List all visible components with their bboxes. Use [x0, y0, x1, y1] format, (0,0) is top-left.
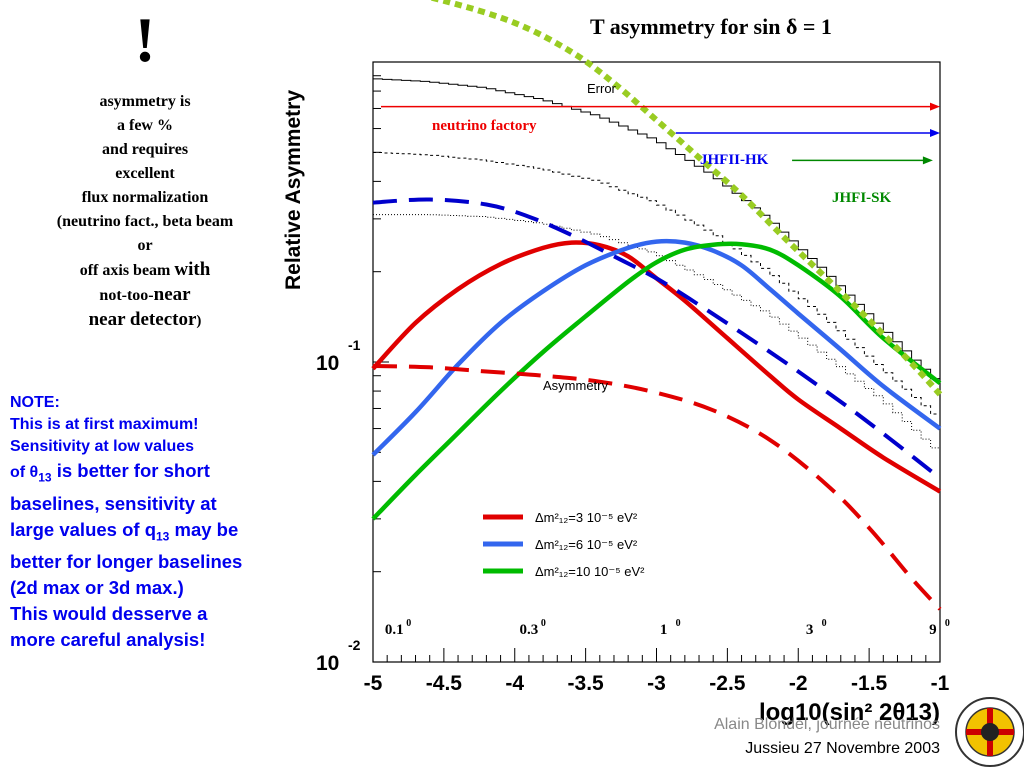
note-line-neardet: near detector)	[30, 308, 260, 333]
note-short: is better for short	[51, 460, 210, 481]
range-label-jhfi-sk: JHFI-SK	[832, 190, 892, 206]
note-line: asymmetry is	[99, 93, 191, 110]
x-tick-label: -4.5	[426, 672, 463, 695]
note-box-line: baselines, sensitivity at	[10, 492, 217, 514]
histogram-error-upper	[373, 78, 940, 380]
note-l3a: large values of q	[10, 518, 156, 540]
note-l3b: may be	[169, 518, 239, 540]
series-line-4	[372, 364, 942, 611]
x-tick-label: -2	[789, 672, 808, 695]
y-tick-label-base: 10	[316, 352, 339, 375]
series-line-2	[371, 241, 942, 521]
angle-label: 3	[806, 622, 814, 638]
angle-label-sup: 0	[406, 618, 411, 629]
note-line-near: not-too-near	[30, 283, 260, 308]
histogram-error-dotted	[373, 214, 940, 449]
note-line: a few %	[117, 117, 173, 134]
note-box-q-line: large values of q13 may be	[10, 517, 310, 550]
note-box-theta-line: of θ13 is better for short	[10, 458, 310, 491]
footer-author: Alain Blondel, journée neutrinos	[714, 716, 940, 733]
y-tick-label-exp: -2	[348, 637, 361, 653]
legend-label-2: Δm²₁₂=10 10⁻⁵ eV²	[535, 564, 645, 579]
y-tick-label-exp: -1	[348, 337, 361, 353]
note-box-line: (2d max or 3d max.)	[10, 577, 184, 599]
note-l3-sub: 13	[156, 529, 170, 544]
x-tick-label: -3.5	[568, 672, 605, 695]
note-box-line: This is at first maximum!	[10, 416, 199, 433]
note-line: and requires	[101, 141, 189, 158]
note-near: near	[153, 284, 191, 305]
x-tick-label: -1	[931, 672, 950, 695]
series-line-3	[372, 197, 942, 480]
range-label-neutrino-factory: neutrino factory	[432, 118, 537, 134]
note-line-offaxis: off axis beam with	[30, 258, 260, 283]
x-tick-label: -4	[505, 672, 524, 695]
note-line: excellent	[115, 165, 175, 182]
angle-label-sup: 0	[822, 618, 827, 629]
note-nottoo: not-too-	[99, 287, 154, 304]
note-box-line: This would desserve a	[10, 603, 208, 625]
range-label-jhfii-hk: JHFII-HK	[700, 152, 769, 168]
angle-label-sup: 0	[676, 618, 681, 629]
x-tick-label: -5	[364, 672, 383, 695]
legend-label-0: Δm²₁₂=3 10⁻⁵ eV²	[535, 510, 638, 525]
x-tick-label: -2.5	[709, 672, 746, 695]
note-line: or	[137, 237, 153, 254]
side-notes: asymmetry is a few % and requires excell…	[30, 90, 260, 333]
note-box-line: NOTE:	[10, 394, 60, 411]
footer-date: Jussieu 27 Novembre 2003	[745, 740, 940, 757]
angle-label-sup: 0	[541, 618, 546, 629]
series-line-5	[428, 0, 943, 397]
range-arrowhead-2	[922, 156, 933, 165]
note-box-line: Sensitivity at low values	[10, 438, 195, 455]
note-theta: of θ	[10, 464, 39, 481]
x-axis-label: log10(sin² 2θ13)	[759, 699, 940, 726]
angle-label: 0.1	[385, 622, 404, 638]
note-box-line: more careful analysis!	[10, 629, 206, 651]
angle-label: 9	[929, 622, 937, 638]
annotation-asymmetry: Asymmetry	[543, 378, 609, 393]
note-with: with	[174, 259, 211, 280]
note-line: flux normalization	[81, 189, 209, 206]
y-tick-label-base: 10	[316, 652, 339, 675]
annotation-error: Error	[587, 81, 617, 96]
x-tick-label: -1.5	[851, 672, 888, 695]
range-arrowhead-0	[930, 102, 940, 111]
angle-label: 0.3	[520, 622, 539, 638]
note-neardet: near detector	[88, 309, 197, 330]
note-close: )	[196, 313, 202, 329]
angle-label: 1	[660, 622, 668, 638]
series-line-1	[371, 238, 942, 457]
exclamation-mark: !	[134, 4, 156, 75]
y-axis-label: Relative Asymmetry	[282, 90, 305, 290]
angle-label-sup: 0	[945, 618, 950, 629]
x-tick-label: -3	[647, 672, 666, 695]
note-theta-sub: 13	[38, 470, 52, 485]
range-arrowhead-1	[930, 128, 940, 137]
university-seal-icon	[955, 697, 1024, 767]
legend-label-1: Δm²₁₂=6 10⁻⁵ eV²	[535, 537, 638, 552]
note-offaxis: off axis beam	[79, 262, 171, 279]
note-box-line: better for longer baselines	[10, 551, 243, 573]
chart-title: T asymmetry for sin δ = 1	[590, 14, 832, 39]
note-line: (neutrino fact., beta beam	[56, 213, 234, 230]
note-box: NOTE: This is at first maximum! Sensitiv…	[10, 392, 310, 653]
